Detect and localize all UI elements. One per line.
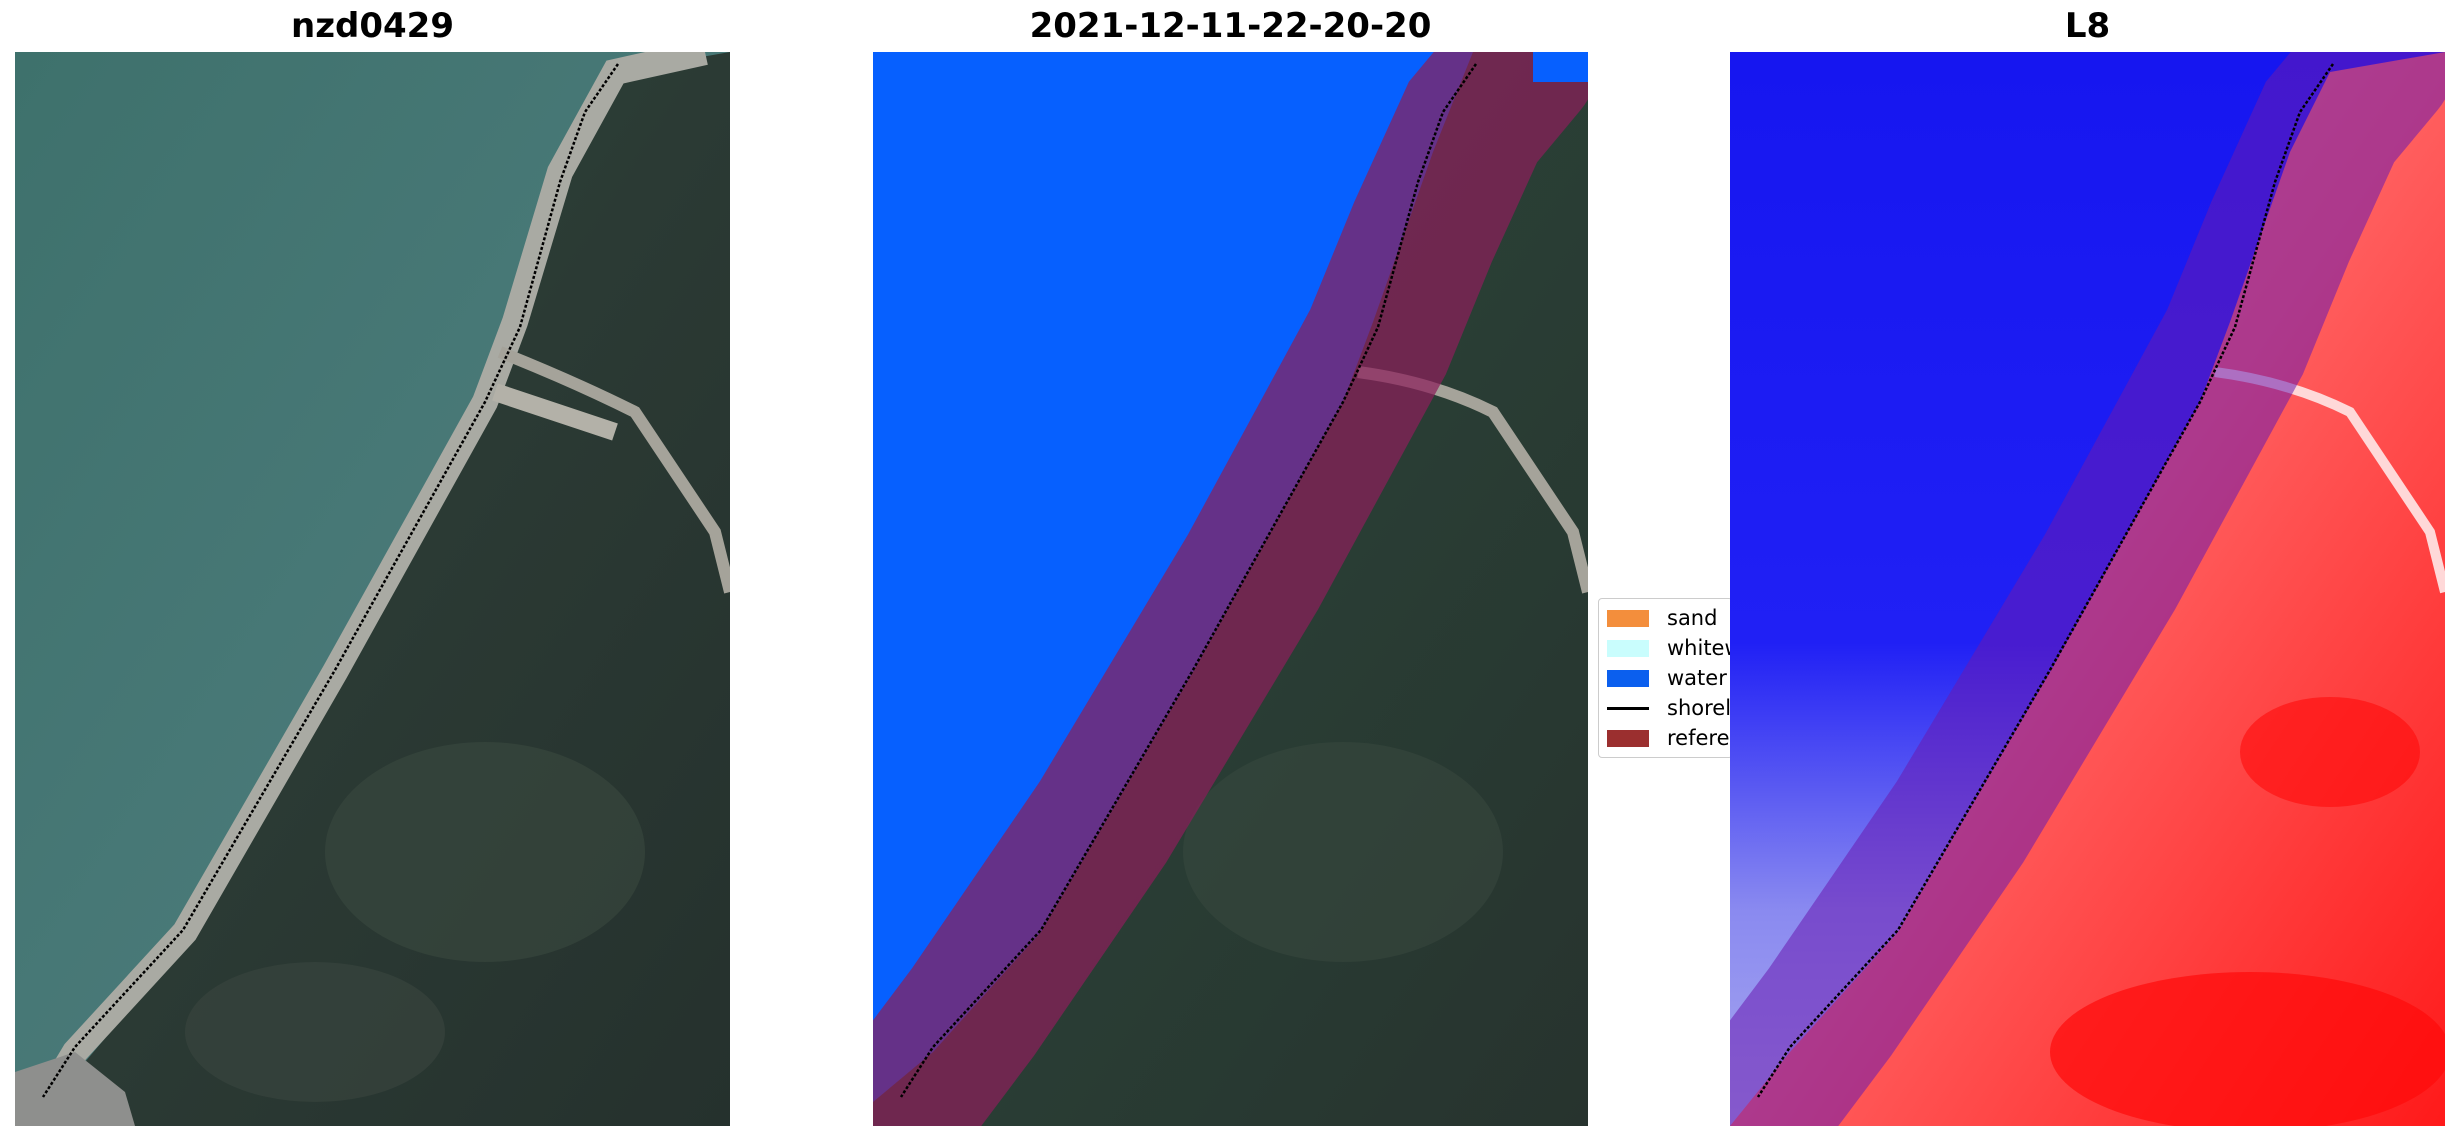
legend-item-sand: sand [1607,605,1717,631]
index-image-panel [1730,52,2445,1126]
reference-buffer-swatch [1607,729,1649,747]
panel-title-index: L8 [2064,6,2111,46]
legend-label: reference shoreline buffer [1667,726,1732,750]
classified-image [873,52,1588,1126]
panel-title-rgb: nzd0429 [291,6,454,46]
legend-item-water: water [1607,665,1727,691]
classified-image-panel [873,52,1588,1126]
panel-title-classified: 2021-12-11-22-20-20 [1029,6,1432,46]
water-swatch [1607,669,1649,687]
legend-label: sand [1667,606,1718,630]
legend-item-shoreline: shoreline [1607,695,1732,721]
legend-label: shoreline [1667,696,1732,720]
legend-item-reference-buffer: reference shoreline buffer [1607,725,1732,751]
legend-label: water [1667,666,1727,690]
shoreline-swatch [1607,706,1649,710]
index-image [1730,52,2445,1126]
rgb-satellite-image [15,52,730,1126]
whitewater-swatch [1607,639,1649,657]
rgb-image-panel [15,52,730,1126]
sand-swatch [1607,609,1649,627]
